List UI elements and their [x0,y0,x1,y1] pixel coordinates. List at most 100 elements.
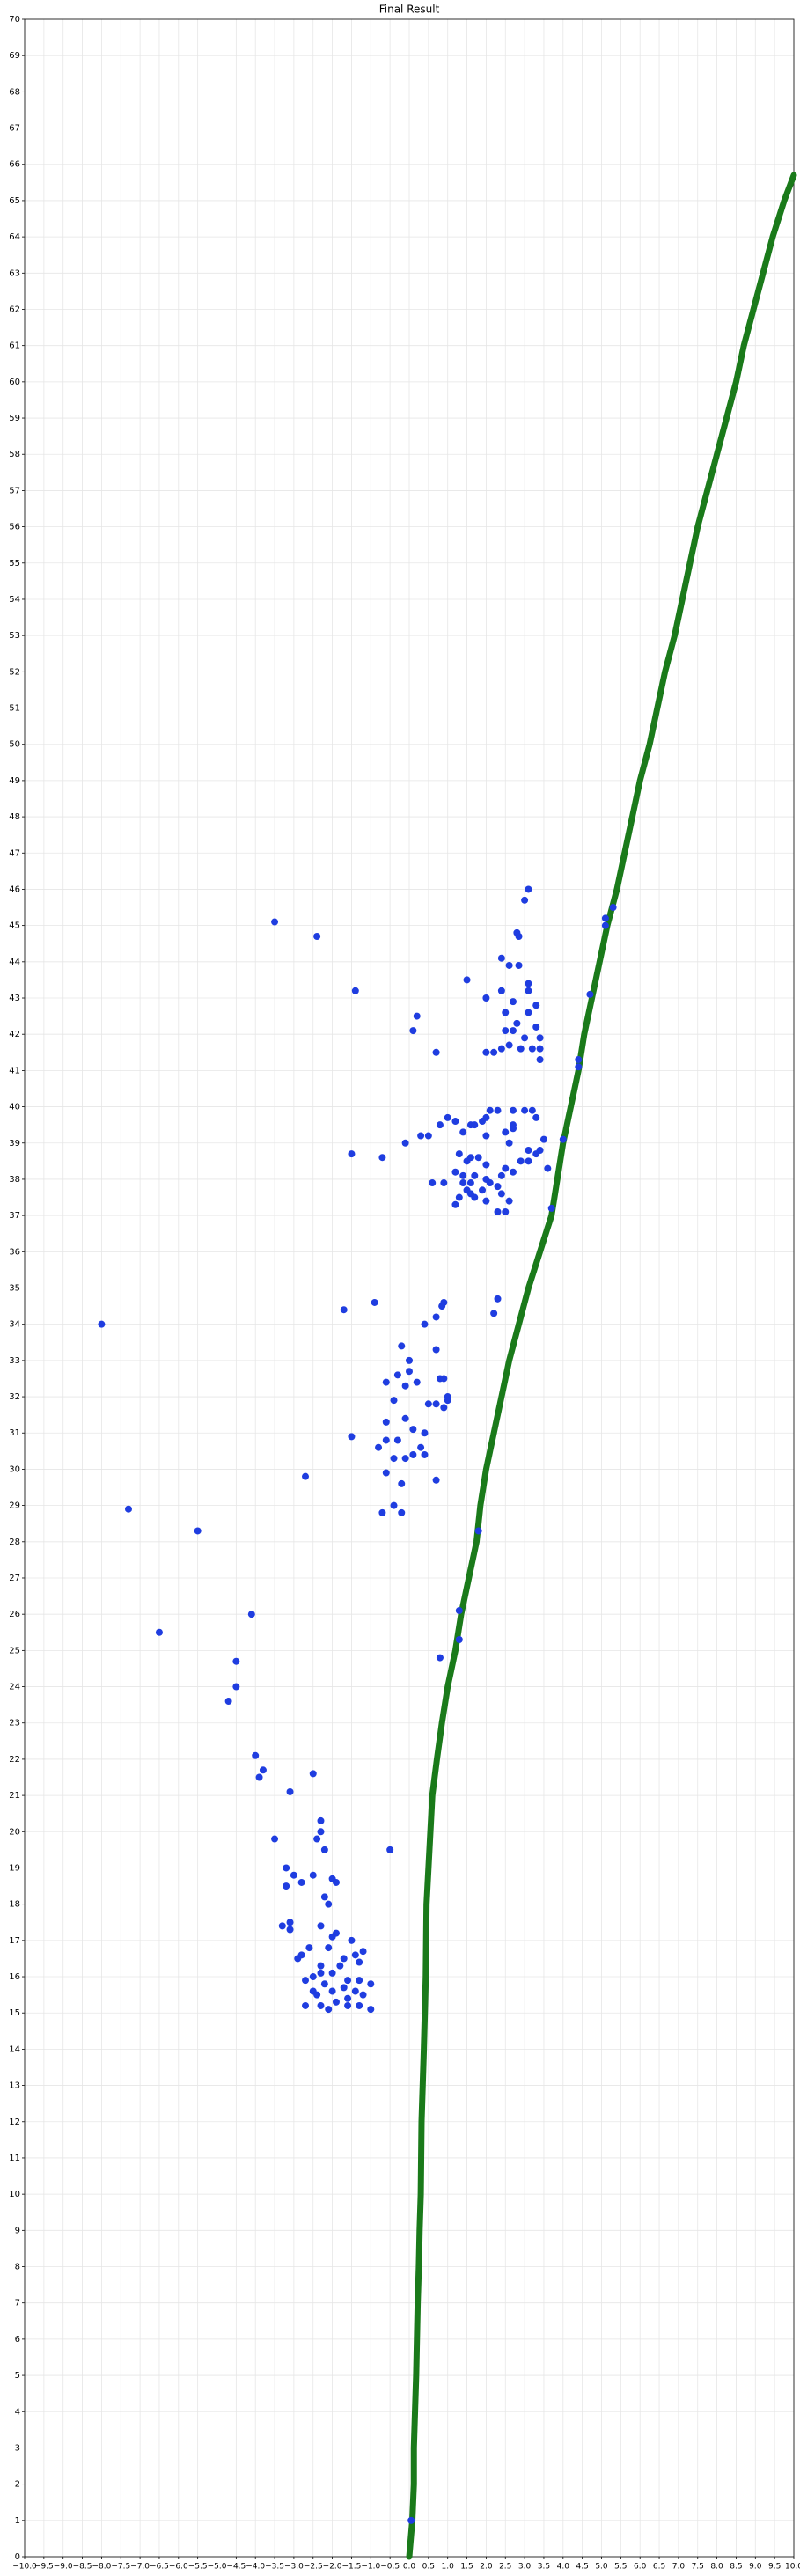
point [486,1106,494,1114]
point [413,1378,421,1386]
point [424,1132,432,1140]
point [509,1168,517,1176]
x-tick-label: −3.0 [284,2563,304,2572]
point [328,1987,336,1995]
point [317,1962,325,1970]
point [382,1436,390,1444]
x-tick-label: −7.5 [111,2563,130,2572]
y-tick-label: 46 [9,884,20,894]
point [497,987,505,994]
x-tick-label: 0.0 [403,2563,416,2572]
point [466,1190,474,1198]
point [417,1443,425,1451]
point [528,1045,536,1053]
point [305,1944,313,1952]
point [382,1418,390,1426]
y-tick-label: 0 [15,2552,20,2562]
point [525,1146,532,1154]
point [325,1944,333,1952]
x-tick-label: 10.0 [785,2563,800,2572]
x-tick-label: 5.5 [614,2563,627,2572]
point [309,1770,317,1778]
point [317,2001,325,2009]
x-tick-label: −5.0 [208,2563,227,2572]
x-tick-label: 6.0 [634,2563,647,2572]
x-tick-label: 3.0 [518,2563,532,2572]
point [359,1991,367,1999]
point [340,1984,348,1992]
point [336,1962,344,1970]
y-tick-label: 3 [15,2443,20,2453]
point [525,1009,532,1016]
point [505,1139,513,1147]
y-tick-label: 7 [15,2299,20,2308]
point [515,932,523,940]
point [401,1382,409,1390]
y-tick-label: 49 [9,776,20,786]
y-tick-label: 45 [9,921,20,931]
y-tick-label: 14 [9,2044,20,2054]
point [482,1197,490,1205]
x-tick-label: −6.5 [150,2563,169,2572]
point [367,1980,375,1988]
point [283,1882,290,1890]
point [424,1400,432,1408]
point [351,987,359,994]
x-tick-label: 2.5 [499,2563,511,2572]
point [98,1320,106,1328]
y-tick-label: 42 [9,1030,20,1039]
point [247,1611,255,1618]
point [459,1179,467,1187]
x-tick-label: −6.0 [169,2563,188,2572]
y-tick-label: 1 [15,2516,20,2526]
y-tick-label: 52 [9,667,20,677]
y-tick-label: 32 [9,1392,20,1402]
y-tick-label: 65 [9,196,20,206]
point [332,1998,340,2006]
point [455,1607,463,1615]
point [509,1027,517,1035]
x-tick-label: 7.5 [692,2563,704,2572]
y-tick-label: 16 [9,1972,20,1982]
point [455,1636,463,1644]
x-tick-label: 5.0 [595,2563,608,2572]
point [393,1371,401,1379]
y-tick-label: 9 [15,2226,20,2235]
y-tick-label: 26 [9,1610,20,1619]
point [539,1135,547,1143]
point [436,1121,444,1129]
point [378,1154,386,1162]
y-tick-label: 58 [9,450,20,459]
trajectory [406,172,797,2560]
point [278,1922,286,1930]
point [497,1190,505,1198]
y-tick-label: 66 [9,160,20,170]
point [459,1171,467,1179]
point [421,1320,429,1328]
y-tick-label: 57 [9,486,20,495]
point [494,1208,502,1216]
point [252,1751,260,1759]
y-tick-label: 41 [9,1066,20,1075]
point [340,1306,348,1314]
x-tick-label: 1.0 [442,2563,455,2572]
point [474,1154,482,1162]
x-tick-label: −1.0 [361,2563,380,2572]
point [344,2001,352,2009]
point [317,1922,325,1930]
point [309,1973,317,1981]
x-tick-label: 8.0 [710,2563,723,2572]
point [348,1936,356,1944]
y-tick-label: 17 [9,1936,20,1946]
y-tick-label: 22 [9,1755,20,1765]
x-tick-label: −9.0 [54,2563,73,2572]
point [271,918,279,926]
y-tick-label: 23 [9,1719,20,1728]
point [224,1698,232,1706]
point [486,1179,494,1187]
x-tick-label: −0.5 [380,2563,400,2572]
y-tick-label: 10 [9,2190,20,2199]
point [440,1404,448,1412]
y-tick-label: 5 [15,2371,20,2381]
y-tick-label: 55 [9,559,20,569]
